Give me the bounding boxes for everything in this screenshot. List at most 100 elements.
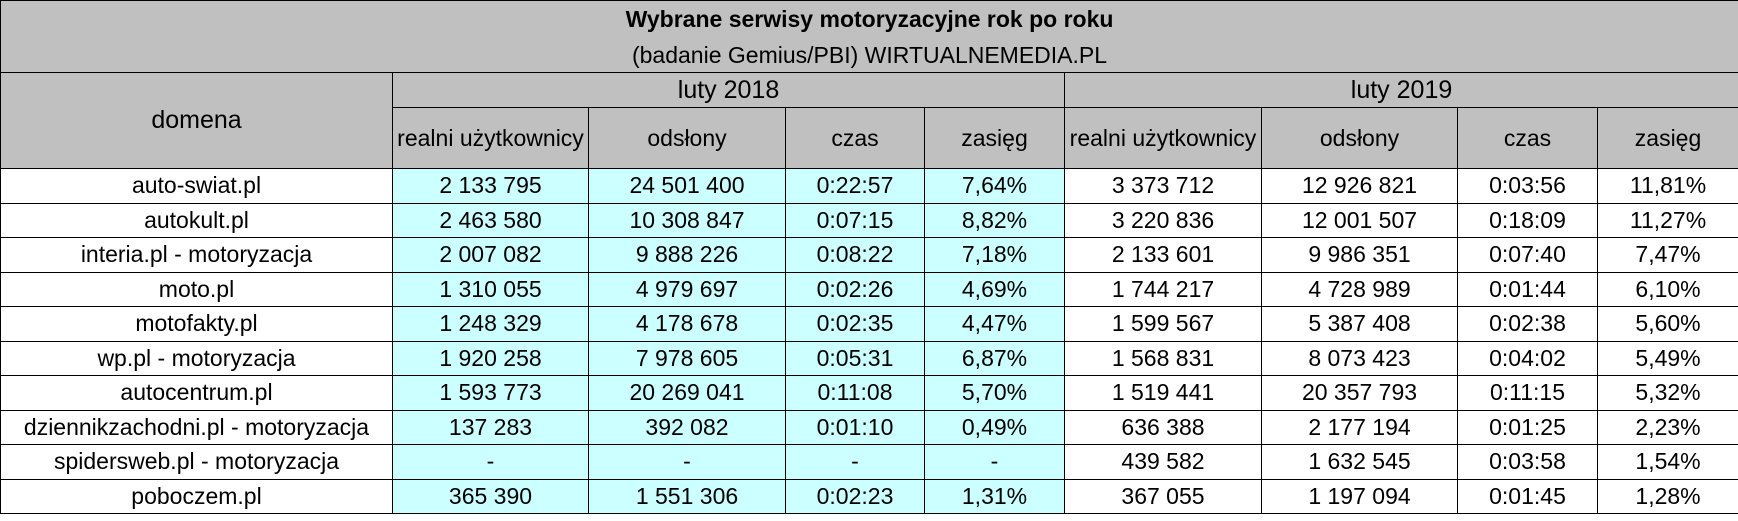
cell-users-2018: 1 248 329 — [392, 306, 589, 342]
table-row: autokult.pl 2 463 580 10 308 847 0:07:15 8,8… — [0, 202, 1738, 238]
cell-time-2019: 0:01:45 — [1457, 478, 1598, 514]
cell-users-2018: 2 133 795 — [392, 168, 589, 204]
cell-users-2018: 365 390 — [392, 478, 589, 514]
table-row: wp.pl - motoryzacja 1 920 258 7 978 605 0:0… — [0, 340, 1738, 376]
table-row: dziennikzachodni.pl - motoryzacja 137 283… — [0, 409, 1738, 445]
cell-users-2018: 2 007 082 — [392, 237, 589, 273]
cell-time-2019: 0:11:15 — [1457, 375, 1598, 411]
cell-time-2018: 0:02:23 — [785, 478, 925, 514]
period-header-2018: luty 2018 — [392, 72, 1065, 108]
table-row: motofakty.pl 1 248 329 4 178 678 0:02:35 4,4… — [0, 306, 1738, 342]
cell-domain: motofakty.pl — [0, 306, 393, 342]
cell-time-2019: 0:07:40 — [1457, 237, 1598, 273]
period-header-2019: luty 2019 — [1063, 72, 1738, 108]
cell-time-2018: 0:05:31 — [785, 340, 925, 376]
cell-domain: interia.pl - motoryzacja — [0, 237, 393, 273]
cell-reach-2019: 11,81% — [1596, 168, 1738, 204]
cell-time-2019: 0:01:25 — [1457, 409, 1598, 445]
cell-pageviews-2018: 10 308 847 — [588, 202, 786, 238]
cell-time-2019: 0:18:09 — [1457, 202, 1598, 238]
cell-users-2018: 1 593 773 — [392, 375, 589, 411]
cell-time-2018: 0:08:22 — [785, 237, 925, 273]
cell-reach-2018: 6,87% — [924, 340, 1065, 376]
cell-users-2018: 1 310 055 — [392, 271, 589, 307]
cell-pageviews-2019: 5 387 408 — [1261, 306, 1458, 342]
table-row: autocentrum.pl 1 593 773 20 269 041 0:11:08… — [0, 375, 1738, 411]
cell-pageviews-2018: 4 178 678 — [588, 306, 786, 342]
cell-pageviews-2019: 1 632 545 — [1261, 444, 1458, 480]
cell-users-2019: 636 388 — [1064, 409, 1262, 445]
cell-pageviews-2019: 4 728 989 — [1261, 271, 1458, 307]
table-subtitle: (badanie Gemius/PBI) WIRTUALNEMEDIA.PL — [0, 38, 1738, 73]
cell-pageviews-2018: 24 501 400 — [588, 168, 786, 204]
cell-reach-2019: 7,47% — [1596, 237, 1738, 273]
column-header-users-2019: realni użytkownicy — [1064, 107, 1262, 169]
cell-reach-2019: 11,27% — [1596, 202, 1738, 238]
cell-domain: moto.pl — [0, 271, 393, 307]
cell-time-2018: 0:11:08 — [785, 375, 925, 411]
cell-pageviews-2019: 12 001 507 — [1261, 202, 1458, 238]
cell-pageviews-2018: 1 551 306 — [588, 478, 786, 514]
cell-time-2019: 0:04:02 — [1457, 340, 1598, 376]
cell-users-2019: 367 055 — [1064, 478, 1262, 514]
column-header-time-2018: czas — [785, 107, 925, 169]
cell-time-2019: 0:01:44 — [1457, 271, 1598, 307]
cell-users-2019: 1 599 567 — [1064, 306, 1262, 342]
cell-reach-2018: - — [924, 444, 1065, 480]
cell-reach-2018: 5,70% — [924, 375, 1065, 411]
column-header-pageviews-2018: odsłony — [588, 107, 786, 169]
cell-users-2019: 3 220 836 — [1064, 202, 1262, 238]
cell-time-2018: 0:07:15 — [785, 202, 925, 238]
table-title: Wybrane serwisy motoryzacyjne rok po rok… — [0, 0, 1738, 38]
cell-users-2019: 1 568 831 — [1064, 340, 1262, 376]
column-header-time-2019: czas — [1457, 107, 1598, 169]
cell-pageviews-2019: 12 926 821 — [1261, 168, 1458, 204]
cell-reach-2019: 5,32% — [1596, 375, 1738, 411]
table-row: moto.pl 1 310 055 4 979 697 0:02:26 4,69% 1 7… — [0, 271, 1738, 307]
cell-domain: dziennikzachodni.pl - motoryzacja — [0, 409, 393, 445]
cell-domain: autokult.pl — [0, 202, 393, 238]
table-row: auto-swiat.pl 2 133 795 24 501 400 0:22:57 7… — [0, 168, 1738, 204]
cell-pageviews-2019: 20 357 793 — [1261, 375, 1458, 411]
table-body: auto-swiat.pl 2 133 795 24 501 400 0:22:57 7… — [0, 168, 1738, 514]
cell-reach-2019: 5,49% — [1596, 340, 1738, 376]
cell-users-2019: 1 744 217 — [1064, 271, 1262, 307]
cell-users-2019: 2 133 601 — [1064, 237, 1262, 273]
cell-pageviews-2018: 20 269 041 — [588, 375, 786, 411]
column-header-pageviews-2019: odsłony — [1261, 107, 1458, 169]
column-header-users-2018: realni użytkownicy — [392, 107, 589, 169]
cell-time-2018: 0:01:10 — [785, 409, 925, 445]
cell-time-2018: - — [785, 444, 925, 480]
cell-pageviews-2018: 9 888 226 — [588, 237, 786, 273]
cell-time-2018: 0:22:57 — [785, 168, 925, 204]
domain-column-header: domena — [0, 72, 393, 169]
cell-reach-2019: 5,60% — [1596, 306, 1738, 342]
cell-users-2018: 137 283 — [392, 409, 589, 445]
cell-time-2018: 0:02:35 — [785, 306, 925, 342]
cell-users-2018: 1 920 258 — [392, 340, 589, 376]
column-header-reach-2018: zasięg — [924, 107, 1065, 169]
column-header-reach-2019: zasięg — [1596, 107, 1738, 169]
cell-reach-2018: 7,64% — [924, 168, 1065, 204]
cell-reach-2018: 1,31% — [924, 478, 1065, 514]
cell-reach-2018: 4,47% — [924, 306, 1065, 342]
cell-pageviews-2019: 2 177 194 — [1261, 409, 1458, 445]
cell-reach-2018: 8,82% — [924, 202, 1065, 238]
cell-reach-2019: 6,10% — [1596, 271, 1738, 307]
cell-reach-2018: 7,18% — [924, 237, 1065, 273]
cell-pageviews-2018: 7 978 605 — [588, 340, 786, 376]
cell-domain: wp.pl - motoryzacja — [0, 340, 393, 376]
cell-users-2018: 2 463 580 — [392, 202, 589, 238]
cell-pageviews-2018: 392 082 — [588, 409, 786, 445]
cell-time-2018: 0:02:26 — [785, 271, 925, 307]
cell-users-2018: - — [392, 444, 589, 480]
cell-users-2019: 1 519 441 — [1064, 375, 1262, 411]
cell-domain: spidersweb.pl - motoryzacja — [0, 444, 393, 480]
cell-domain: auto-swiat.pl — [0, 168, 393, 204]
cell-domain: poboczem.pl — [0, 478, 393, 514]
cell-pageviews-2018: - — [588, 444, 786, 480]
cell-time-2019: 0:03:56 — [1457, 168, 1598, 204]
cell-pageviews-2019: 9 986 351 — [1261, 237, 1458, 273]
